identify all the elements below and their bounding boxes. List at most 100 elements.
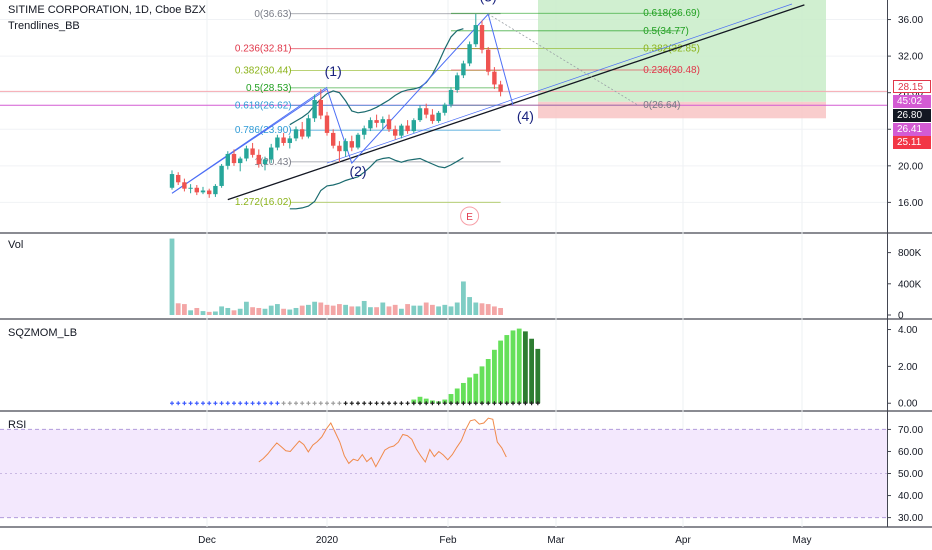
candle-body — [362, 128, 367, 135]
volume-bar — [498, 307, 503, 315]
squeeze-bar — [423, 398, 429, 404]
candle-body — [380, 119, 385, 123]
candle-body — [442, 104, 447, 113]
support-trendline — [227, 4, 805, 201]
rsi-axis-label: 50.00 — [898, 469, 923, 480]
squeeze-bar — [516, 328, 522, 404]
price-axes: 16.0020.0024.0028.0032.0036.000400K800K0… — [887, 15, 923, 524]
squeeze-bar — [485, 359, 491, 404]
squeeze-axis-label: 2.00 — [898, 362, 918, 373]
time-axis-label: Dec — [198, 535, 216, 546]
bb-lower-band — [289, 156, 464, 210]
volume-bar — [318, 302, 324, 315]
squeeze-bars — [170, 328, 541, 406]
candle-body — [275, 137, 280, 148]
fib-extension-label: 0.5(34.77) — [643, 26, 689, 37]
rsi-band — [0, 429, 887, 518]
fib-retracement-label: 0.618(26.62) — [235, 100, 292, 111]
candle-body — [479, 25, 485, 50]
candle-body — [219, 165, 224, 186]
fib-levels: 0(36.63) 0.236(32.81) 0.382(30.44) 0.5(28.5… — [235, 8, 700, 208]
candle-body — [182, 182, 187, 189]
squeeze-bar — [492, 349, 497, 404]
volume-bar — [287, 309, 293, 315]
squeeze-bar — [523, 331, 528, 404]
fib-retracement-label: 0.5(28.53) — [246, 83, 292, 94]
volume-bar — [355, 306, 361, 315]
candle-body — [188, 187, 193, 189]
candle-body — [287, 138, 292, 143]
volume-bar — [175, 303, 181, 315]
time-axis-label: 2020 — [316, 535, 339, 546]
candle-body — [473, 25, 478, 45]
volume-bar — [374, 307, 379, 315]
squeeze-bar — [448, 394, 454, 404]
candle-body — [324, 115, 330, 133]
candle-body — [244, 148, 249, 159]
volume-bar — [182, 304, 187, 315]
candle-body — [207, 190, 212, 195]
squeeze-bar — [529, 338, 534, 404]
volume-bar — [337, 304, 342, 315]
candle-body — [498, 84, 503, 92]
volume-bar — [293, 307, 299, 315]
channel-line — [326, 3, 793, 164]
rsi-axis-label: 60.00 — [898, 447, 923, 458]
fib-retracement-label: 0.236(32.81) — [235, 44, 292, 55]
volume-bar — [411, 305, 417, 315]
projection-zones — [0, 0, 887, 119]
volume-bar — [343, 304, 348, 315]
volume-bar — [188, 310, 193, 315]
volume-bar — [231, 310, 237, 315]
volume-bar — [479, 303, 485, 315]
candle-body — [194, 187, 199, 193]
candle-body — [306, 118, 311, 137]
candle-body — [343, 141, 348, 152]
squeeze-axis-label: 4.00 — [898, 325, 918, 336]
candle-body — [250, 148, 255, 155]
volume-bar — [399, 308, 404, 315]
candle-body — [424, 108, 429, 115]
time-axis-label: May — [793, 535, 812, 546]
volume-bars — [169, 238, 503, 315]
fib-extension-label: 0.618(36.69) — [643, 8, 700, 19]
fib-extension-label: 0.382(32.85) — [643, 43, 700, 54]
volume-bar — [361, 300, 367, 315]
fib-extension-label: 0(26.64) — [643, 100, 680, 111]
volume-bar — [194, 307, 200, 315]
squeeze-bar — [461, 382, 466, 404]
squeeze-bar — [417, 396, 423, 404]
volume-bar — [244, 301, 249, 315]
price-box: 26.80 — [893, 109, 931, 122]
event-marker — [460, 206, 480, 226]
volume-bar — [312, 301, 317, 315]
volume-bar — [386, 306, 392, 315]
fib-retracement-label: 0.382(30.44) — [235, 65, 292, 76]
fib-retracement-label: 1(20.43) — [254, 157, 291, 168]
volume-bar — [430, 304, 435, 315]
squeeze-axis-label: 0.00 — [898, 399, 918, 410]
squeeze-pane-label: SQZMOM_LB — [8, 327, 78, 339]
volume-axis-label: 400K — [898, 279, 922, 290]
price-axis-label: 32.00 — [898, 52, 923, 63]
volume-bar — [417, 305, 423, 315]
volume-bar — [169, 238, 175, 315]
volume-bar — [492, 306, 497, 315]
candle-body — [331, 132, 336, 146]
candle-body — [393, 129, 398, 136]
candle-body — [486, 49, 491, 72]
volume-bar — [442, 304, 448, 315]
volume-bar — [423, 302, 429, 315]
volume-bar — [206, 311, 212, 315]
volume-bar — [213, 311, 218, 315]
candle-body — [467, 44, 472, 64]
squeeze-bar — [473, 373, 479, 404]
wave-label: (4) — [517, 108, 534, 124]
candle-body — [231, 153, 237, 164]
volume-pane-label: Vol — [8, 239, 24, 251]
wave-label: (1) — [325, 63, 342, 79]
volume-bar — [392, 304, 398, 315]
fib-retracement-label: 0(36.63) — [254, 9, 291, 20]
candle-body — [436, 112, 441, 122]
